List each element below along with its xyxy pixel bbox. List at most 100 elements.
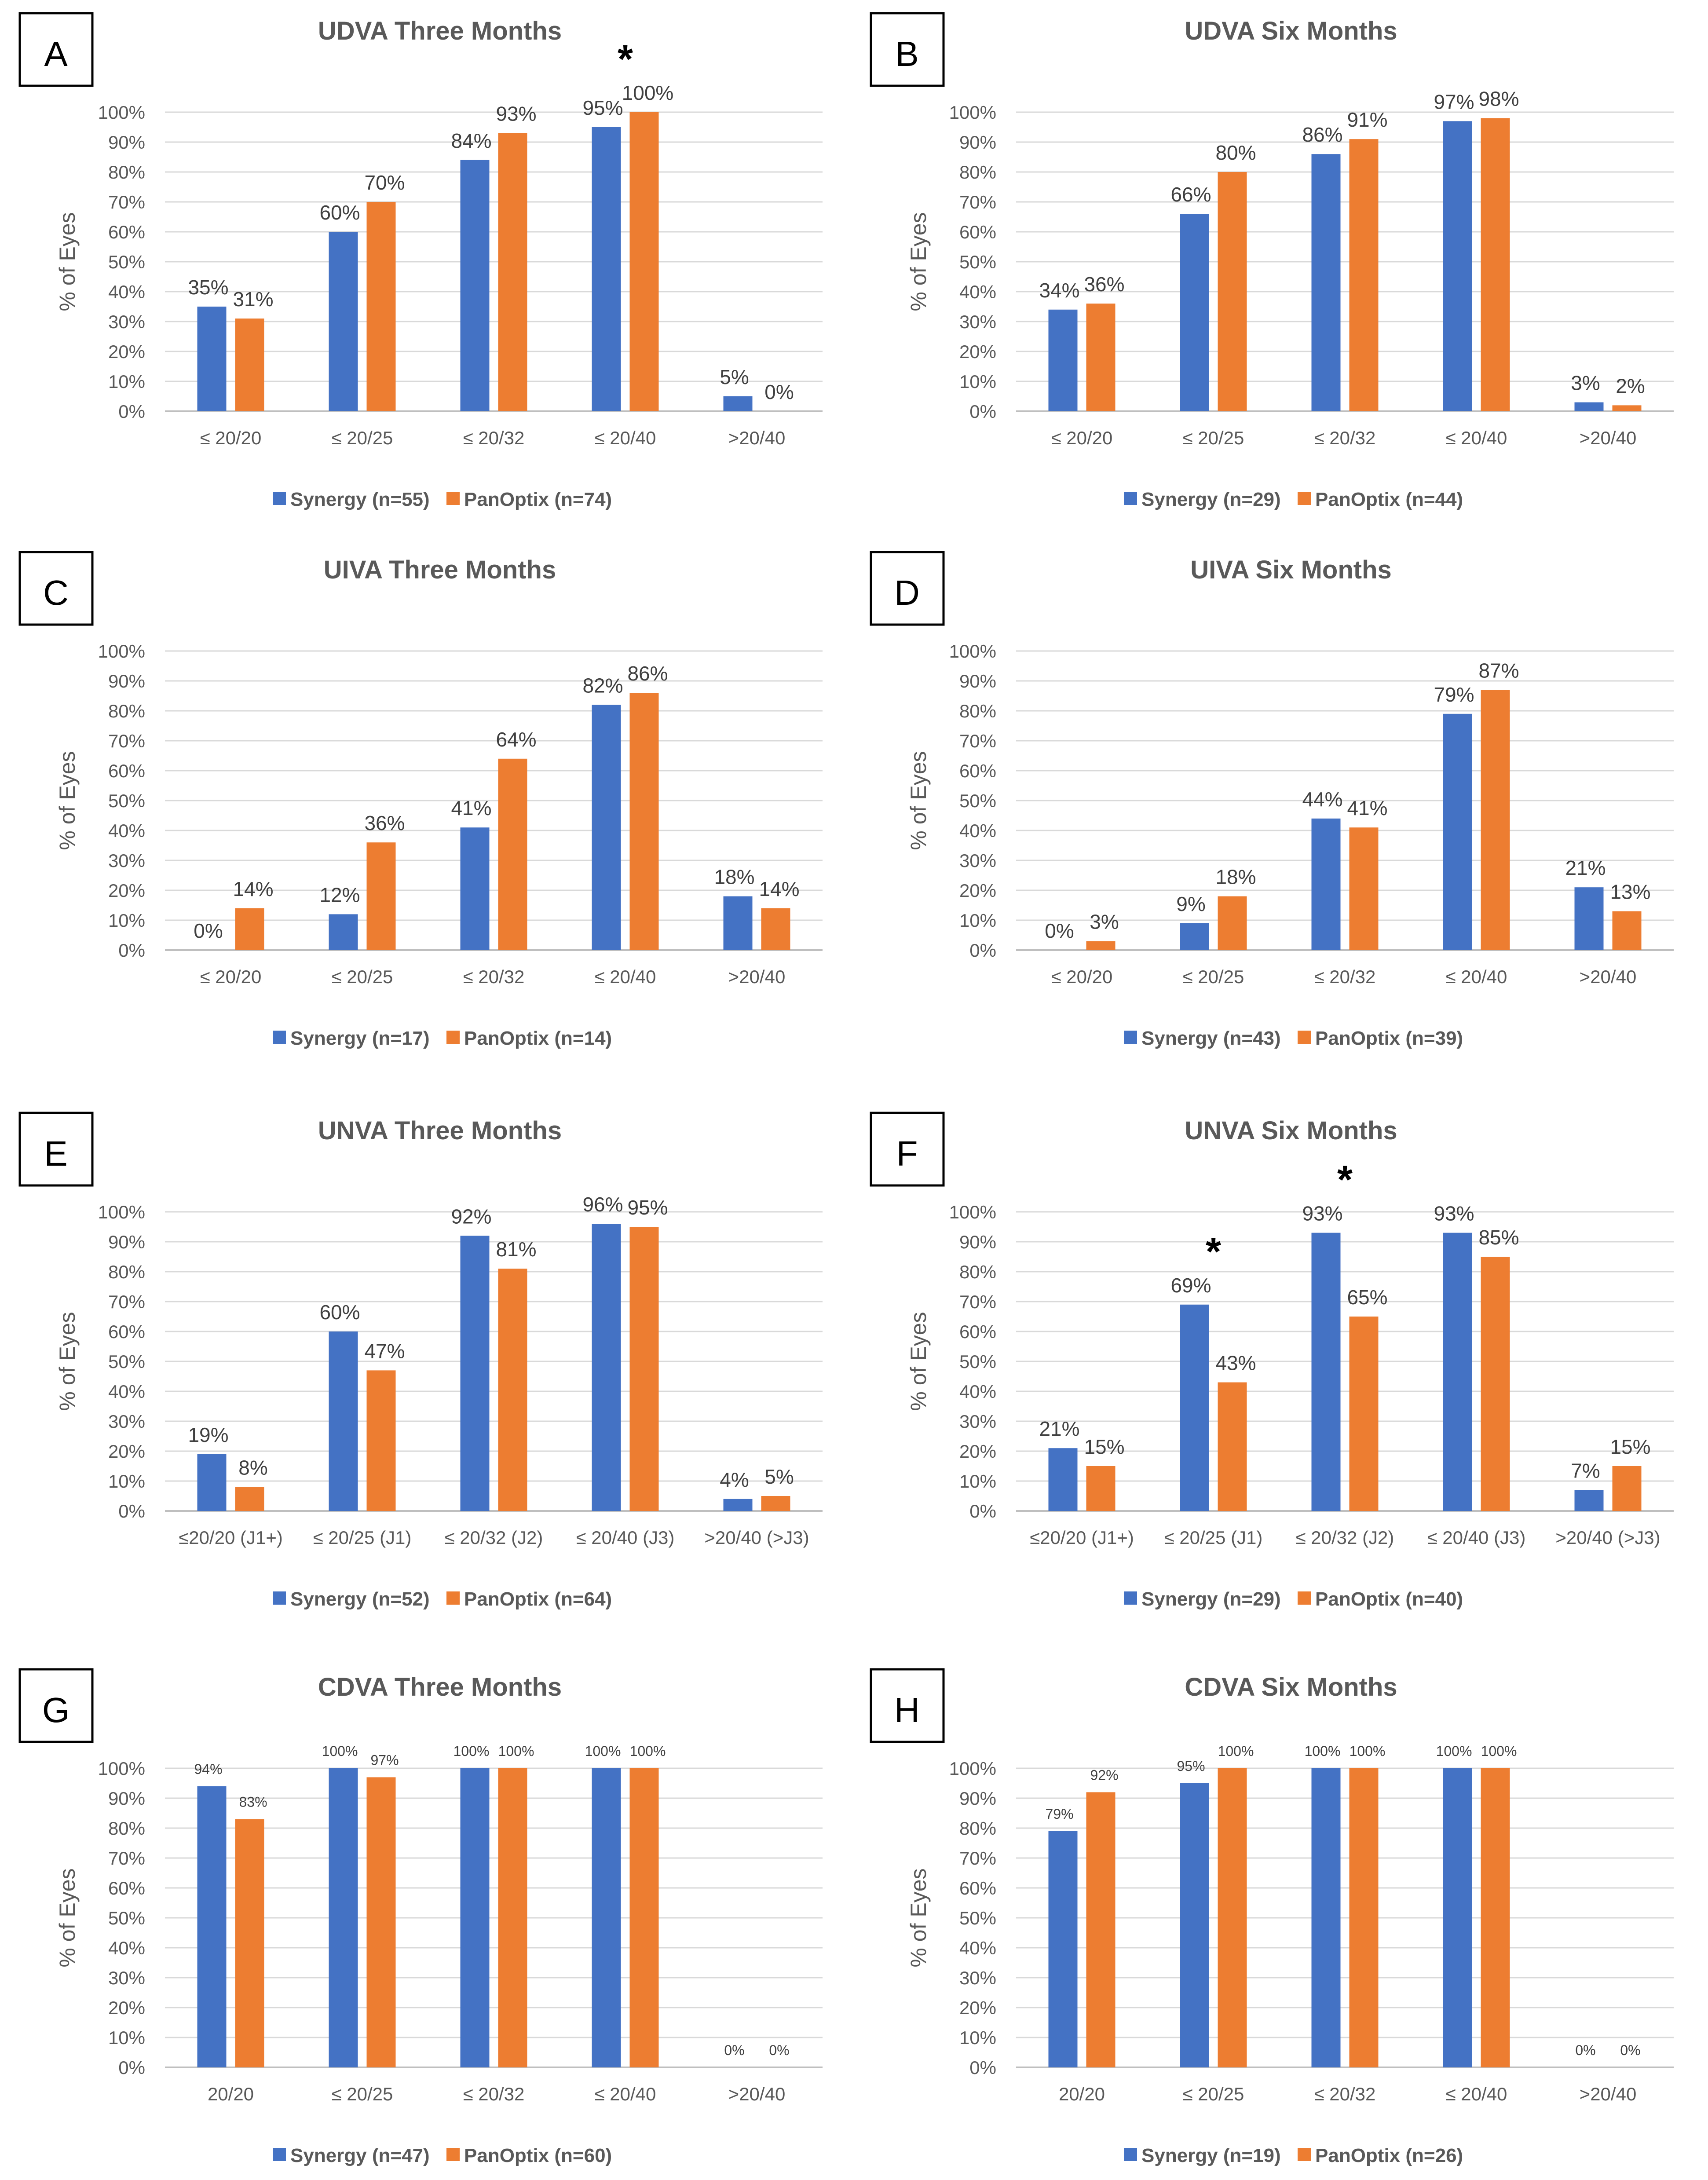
bar-panoptix — [1218, 1768, 1247, 2067]
y-tick-label: 60% — [959, 761, 996, 781]
chart-panel-c: C UIVA Three Months % of Eyes 0% 10% 20% 30% 40… — [18, 551, 823, 1049]
bar-synergy — [329, 232, 358, 411]
y-tick-label: 50% — [959, 252, 996, 272]
y-tick-label: 0% — [118, 940, 145, 961]
y-tick-label: 80% — [108, 162, 145, 183]
panel-letter-box — [18, 551, 94, 626]
bar-panoptix — [1086, 941, 1116, 950]
x-tick-label: >20/40 — [728, 2084, 786, 2104]
y-tick-label: 40% — [959, 282, 996, 302]
y-tick-label: 30% — [959, 311, 996, 332]
data-label: 84% — [451, 129, 491, 152]
y-tick-label: 10% — [108, 910, 145, 931]
bar-panoptix — [366, 842, 396, 950]
bar-synergy — [329, 1331, 358, 1511]
bar-panoptix — [1086, 1792, 1116, 2067]
bar-panoptix — [1481, 690, 1510, 950]
data-label: 44% — [1302, 788, 1342, 811]
x-tick-label: ≤ 20/40 — [595, 2084, 656, 2104]
data-label: 3% — [1090, 911, 1119, 933]
y-tick-label: 90% — [959, 132, 996, 153]
x-tick-label: ≤ 20/32 — [1314, 2084, 1376, 2104]
data-label: 96% — [582, 1193, 623, 1216]
chart-panel-h: H CDVA Six Months % of Eyes 0% 10% 20% 30% 40% 5… — [870, 1668, 1674, 2166]
legend-label-panoptix: PanOptix (n=26) — [1315, 2145, 1463, 2166]
data-label: 100% — [454, 1743, 490, 1759]
y-tick-label: 0% — [118, 401, 145, 422]
data-label: 97% — [1434, 90, 1474, 113]
x-tick-label: ≤20/20 (J1+) — [179, 1527, 283, 1548]
chart-title: UNVA Six Months — [1185, 1116, 1397, 1145]
data-label: 7% — [1571, 1459, 1600, 1482]
legend-swatch-synergy — [273, 1591, 286, 1605]
data-label: 92% — [1090, 1767, 1118, 1783]
bar-panoptix — [761, 1496, 790, 1511]
legend-label-panoptix: PanOptix (n=14) — [464, 1028, 612, 1049]
bar-panoptix — [761, 908, 790, 950]
data-label: 97% — [370, 1752, 399, 1768]
data-label: 36% — [1084, 273, 1124, 296]
y-tick-label: 0% — [969, 401, 996, 422]
y-axis-label: % of Eyes — [55, 212, 80, 311]
data-label: 21% — [1039, 1417, 1079, 1440]
data-label: 98% — [1478, 88, 1519, 110]
x-tick-label: ≤ 20/32 (J2) — [1296, 1527, 1394, 1548]
y-tick-label: 70% — [959, 1848, 996, 1869]
chart-panel-d: D UIVA Six Months % of Eyes 0% 10% 20% 30% 40% 5… — [870, 551, 1674, 1049]
bar-panoptix — [1349, 1317, 1379, 1511]
bar-panoptix — [498, 1768, 527, 2067]
significance-asterisk: * — [1337, 1158, 1353, 1202]
legend-swatch-synergy — [1124, 492, 1137, 505]
x-tick-label: >20/40 — [728, 966, 786, 987]
data-label: 93% — [496, 102, 536, 125]
data-label: 70% — [364, 171, 405, 194]
data-label: 81% — [496, 1238, 536, 1261]
data-label: 35% — [188, 276, 228, 299]
panel-letter: C — [43, 573, 69, 612]
bar-synergy — [1574, 887, 1604, 950]
data-label: 0% — [1045, 919, 1074, 942]
y-tick-label: 90% — [108, 671, 145, 691]
legend-label-synergy: Synergy (n=47) — [290, 2145, 430, 2166]
bar-panoptix — [1481, 118, 1510, 412]
y-tick-label: 20% — [959, 880, 996, 901]
data-label: 100% — [1350, 1743, 1386, 1759]
legend-label-panoptix: PanOptix (n=39) — [1315, 1028, 1463, 1049]
data-label: 95% — [582, 96, 623, 119]
chart-title: UIVA Three Months — [324, 556, 556, 584]
bar-synergy — [1048, 309, 1078, 411]
bar-synergy — [1574, 1490, 1604, 1511]
y-tick-label: 0% — [118, 1501, 145, 1522]
legend-label-panoptix: PanOptix (n=40) — [1315, 1588, 1463, 1610]
data-label: 65% — [1347, 1286, 1387, 1309]
chart-title: UNVA Three Months — [318, 1116, 562, 1145]
bar-synergy — [592, 127, 621, 411]
x-tick-label: ≤ 20/32 — [463, 428, 525, 448]
bar-synergy — [1311, 1233, 1341, 1511]
x-tick-label: ≤ 20/40 (J3) — [576, 1527, 675, 1548]
bar-panoptix — [498, 1269, 527, 1511]
data-label: 100% — [498, 1743, 534, 1759]
data-label: 79% — [1045, 1806, 1073, 1822]
bar-synergy — [1311, 1768, 1341, 2067]
x-tick-label: ≤ 20/20 — [200, 428, 262, 448]
bar-synergy — [723, 1499, 753, 1511]
legend-swatch-synergy — [273, 1031, 286, 1044]
x-tick-label: ≤ 20/25 — [332, 2084, 393, 2104]
x-tick-label: 20/20 — [208, 2084, 254, 2104]
bar-synergy — [460, 1768, 490, 2067]
data-label: 34% — [1039, 279, 1079, 302]
bar-panoptix — [366, 202, 396, 411]
y-tick-label: 60% — [108, 1878, 145, 1898]
data-label: 93% — [1302, 1202, 1342, 1225]
y-tick-label: 20% — [959, 1997, 996, 2018]
data-label: 100% — [1481, 1743, 1517, 1759]
legend-swatch-panoptix — [446, 1031, 460, 1044]
legend-label-synergy: Synergy (n=29) — [1141, 489, 1281, 510]
x-tick-label: >20/40 (>J3) — [704, 1527, 809, 1548]
data-label: 3% — [1571, 372, 1600, 395]
legend-label-panoptix: PanOptix (n=44) — [1315, 489, 1463, 510]
panel-letter: A — [44, 34, 68, 73]
data-label: 93% — [1434, 1202, 1474, 1225]
